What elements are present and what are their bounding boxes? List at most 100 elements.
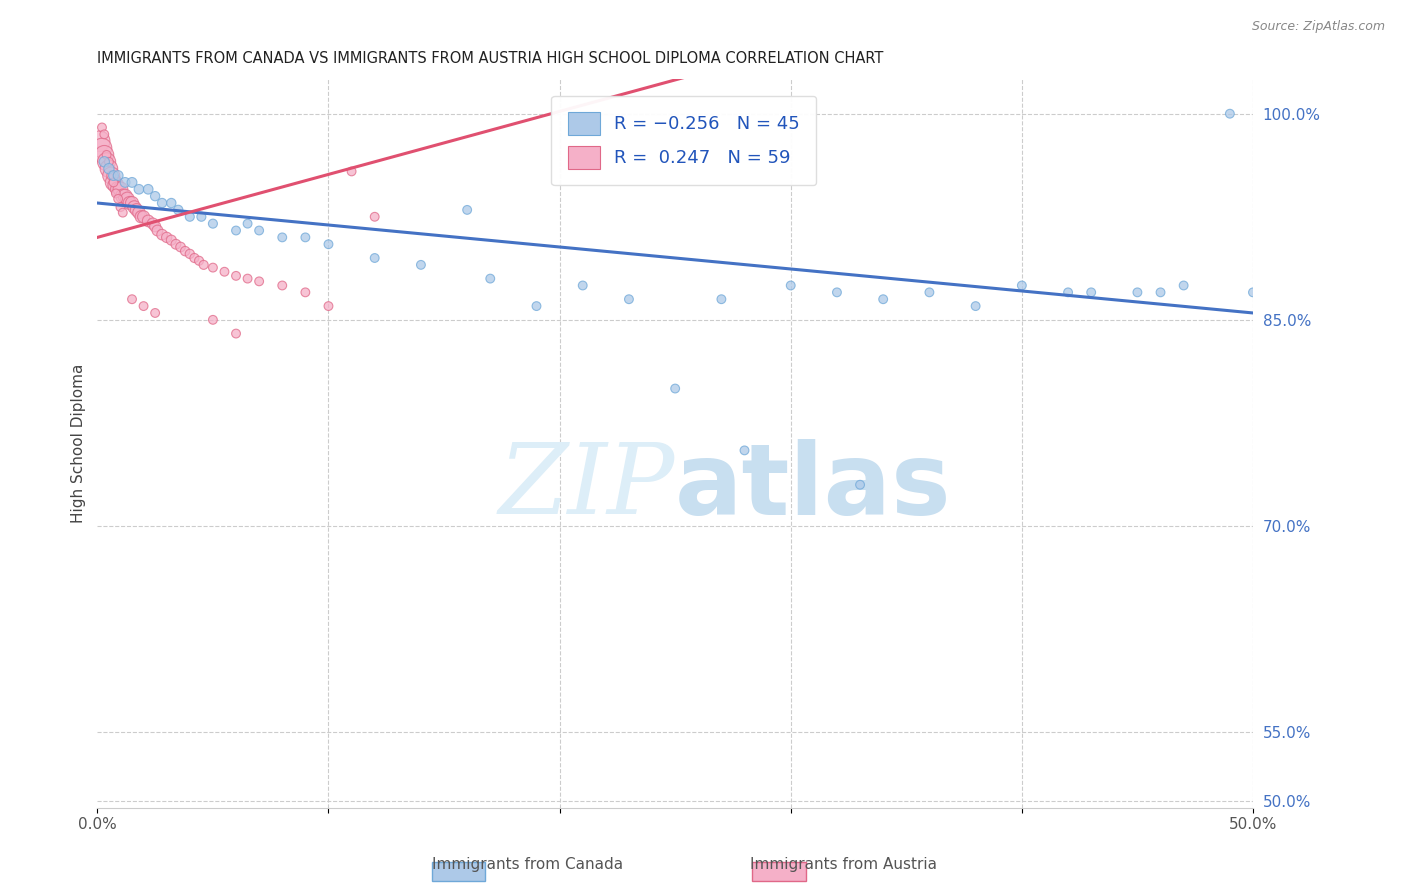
Point (96, 148, 118, 162)
Point (1011, 278, 1033, 293)
Text: IMMIGRANTS FROM CANADA VS IMMIGRANTS FROM AUSTRIA HIGH SCHOOL DIPLOMA CORRELATIO: IMMIGRANTS FROM CANADA VS IMMIGRANTS FRO… (97, 51, 884, 66)
Point (236, 217, 259, 231)
Point (103, 169, 125, 183)
Point (111, 205, 134, 219)
Point (247, 223, 270, 237)
Point (91, 120, 114, 135)
Point (188, 253, 211, 268)
Text: Immigrants from Austria: Immigrants from Austria (749, 857, 938, 872)
Point (779, 278, 801, 293)
Text: ZIP: ZIP (499, 440, 675, 535)
Point (150, 196, 173, 211)
Point (100, 169, 122, 183)
Point (849, 477, 872, 491)
Point (121, 175, 143, 189)
Text: Immigrants from Canada: Immigrants from Canada (432, 857, 623, 872)
Point (201, 217, 224, 231)
Point (225, 268, 247, 283)
Point (117, 192, 139, 206)
Point (1057, 285, 1080, 300)
Point (179, 247, 201, 261)
Point (110, 200, 132, 214)
Point (214, 265, 236, 279)
Point (142, 217, 165, 231)
Point (825, 285, 848, 300)
Point (129, 210, 152, 224)
Legend: R = −0.256   N = 45, R =  0.247   N = 59: R = −0.256 N = 45, R = 0.247 N = 59 (551, 95, 817, 186)
Point (479, 271, 502, 285)
Point (136, 214, 159, 228)
Point (247, 274, 270, 288)
Point (1241, 285, 1264, 300)
Point (107, 169, 129, 183)
Point (125, 202, 148, 217)
Point (136, 182, 159, 196)
Point (236, 271, 259, 285)
Point (1173, 278, 1195, 293)
Point (124, 200, 146, 214)
Text: atlas: atlas (675, 439, 952, 536)
Point (97, 161, 120, 176)
Point (160, 233, 183, 247)
Point (97, 161, 120, 176)
Point (132, 299, 155, 313)
Point (225, 223, 247, 237)
Point (193, 258, 215, 272)
Y-axis label: High School Diploma: High School Diploma (72, 364, 86, 524)
Point (96, 154, 118, 169)
Point (156, 230, 179, 244)
Point (201, 260, 224, 275)
Point (128, 182, 150, 196)
Point (710, 292, 733, 306)
Point (93, 128, 115, 142)
Point (104, 186, 127, 201)
Point (100, 169, 122, 183)
Point (571, 278, 593, 293)
Point (174, 244, 197, 259)
Point (1126, 285, 1149, 300)
Point (318, 237, 340, 252)
Point (167, 202, 190, 217)
Point (128, 205, 150, 219)
Point (183, 251, 205, 265)
Point (225, 326, 247, 341)
Point (294, 230, 316, 244)
Point (93, 154, 115, 169)
Point (190, 210, 212, 224)
Point (872, 292, 894, 306)
Point (97, 154, 120, 169)
Point (103, 175, 125, 189)
Point (143, 306, 166, 320)
Point (179, 210, 201, 224)
Point (456, 202, 478, 217)
Point (271, 230, 294, 244)
Point (146, 223, 169, 237)
Point (1219, 106, 1241, 120)
Point (89, 134, 111, 148)
Point (918, 285, 941, 300)
Point (104, 178, 127, 193)
Point (364, 210, 387, 224)
Point (114, 189, 136, 203)
Point (118, 196, 141, 211)
Point (165, 237, 187, 252)
Point (1149, 285, 1171, 300)
Point (91, 141, 114, 155)
Point (526, 299, 548, 313)
Point (734, 443, 756, 458)
Text: Source: ZipAtlas.com: Source: ZipAtlas.com (1251, 20, 1385, 33)
Point (110, 182, 132, 196)
Point (664, 382, 686, 396)
Point (364, 251, 387, 265)
Point (143, 219, 166, 234)
Point (111, 189, 134, 203)
Point (409, 258, 432, 272)
Point (318, 299, 340, 313)
Point (201, 313, 224, 327)
Point (143, 189, 166, 203)
Point (107, 182, 129, 196)
Point (1080, 285, 1102, 300)
Point (169, 240, 191, 254)
Point (121, 196, 143, 211)
Point (107, 192, 129, 206)
